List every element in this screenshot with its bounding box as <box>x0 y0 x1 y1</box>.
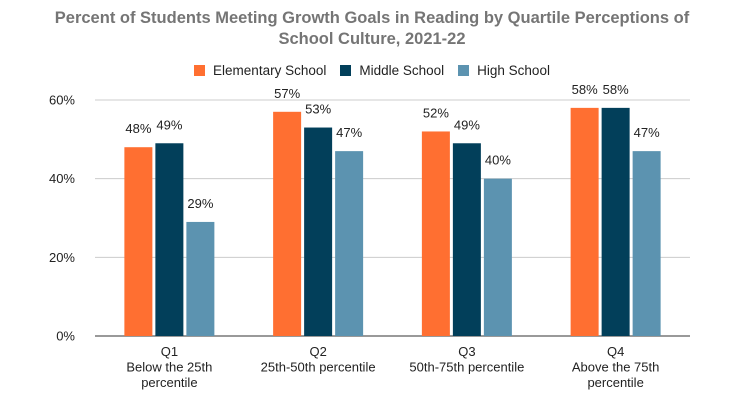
x-category-label: Q3 <box>458 344 475 359</box>
legend-label-elementary: Elementary School <box>213 62 327 78</box>
bar-middle-school <box>304 127 333 337</box>
x-category-label: Q4 <box>607 344 624 359</box>
chart-title: Percent of Students Meeting Growth Goals… <box>0 8 744 50</box>
data-label: 53% <box>305 102 331 117</box>
legend-swatch-high <box>458 64 470 76</box>
data-label: 47% <box>634 125 660 140</box>
x-category-label: percentile <box>141 375 197 390</box>
x-category-label: 25th-50th percentile <box>261 360 376 375</box>
data-label: 47% <box>336 125 362 140</box>
bar-high-school <box>335 151 364 336</box>
x-category-label: Below the 25th <box>126 360 212 375</box>
chart-legend: Elementary School Middle School High Sch… <box>0 60 744 80</box>
x-category-label: percentile <box>587 375 643 390</box>
data-label: 48% <box>125 121 151 136</box>
data-label: 58% <box>603 82 629 97</box>
bar-elementary-school <box>570 107 599 336</box>
y-tick-label: 60% <box>49 93 75 108</box>
data-labels: 48% 49% 29% 57% 53% 47% 52% 49% 40% 58% 58% 47% <box>125 82 660 211</box>
chart-title-line-1: Percent of Students Meeting Growth Goals… <box>54 9 690 27</box>
legend-swatch-elementary <box>194 64 206 76</box>
bar-high-school <box>483 178 512 336</box>
x-category-label: Above the 75th <box>572 360 659 375</box>
bar-high-school <box>632 151 661 336</box>
bar-elementary-school <box>421 131 450 336</box>
x-category-label: 50th-75th percentile <box>409 360 524 375</box>
legend-item-elementary: Elementary School <box>194 63 326 78</box>
chart-title-line-2: School Culture, 2021-22 <box>278 30 466 48</box>
legend-label-high: High School <box>477 62 550 78</box>
y-tick-label: 20% <box>49 250 75 265</box>
data-label: 52% <box>423 105 449 120</box>
legend-item-high: High School <box>458 63 550 78</box>
data-label: 49% <box>454 117 480 132</box>
data-label: 49% <box>156 117 182 132</box>
data-label: 58% <box>572 82 598 97</box>
data-label: 29% <box>187 196 213 211</box>
y-axis-ticks: 0% 20% 40% 60% <box>49 93 75 344</box>
bars <box>124 107 661 337</box>
bar-high-school <box>186 221 215 336</box>
legend-label-middle: Middle School <box>359 62 445 78</box>
bar-elementary-school <box>273 111 302 336</box>
data-label: 57% <box>274 86 300 101</box>
data-label: 40% <box>485 153 511 168</box>
bar-elementary-school <box>124 147 153 336</box>
legend-item-middle: Middle School <box>340 63 444 78</box>
gridlines <box>95 99 690 337</box>
legend-swatch-middle <box>340 64 352 76</box>
bar-middle-school <box>601 107 630 336</box>
bar-middle-school <box>452 143 481 336</box>
bar-middle-school <box>155 143 184 336</box>
x-category-label: Q2 <box>309 344 326 359</box>
y-tick-label: 40% <box>49 171 75 186</box>
y-tick-label: 0% <box>56 329 75 344</box>
x-category-label: Q1 <box>161 344 178 359</box>
